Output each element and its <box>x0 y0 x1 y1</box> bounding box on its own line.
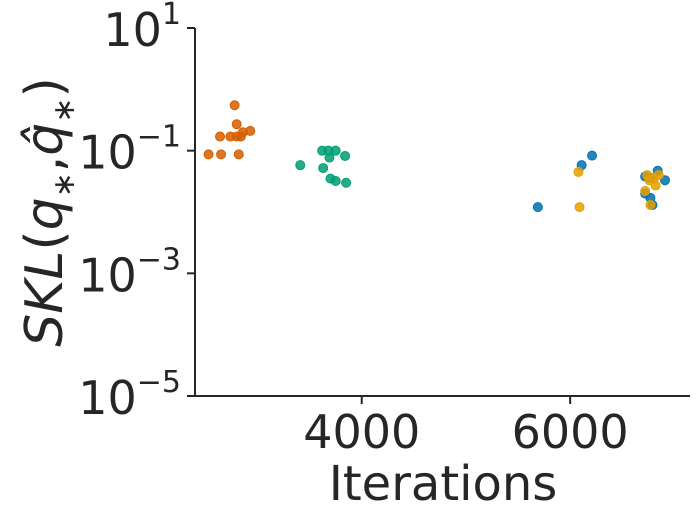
data-point <box>231 119 242 130</box>
y-axis-title-q: q <box>15 197 75 230</box>
series-1 <box>203 100 256 160</box>
y-axis-title-star: ∗ <box>47 98 82 123</box>
y-tick-label: 10−1 <box>78 120 181 180</box>
y-axis-title-star: ∗ <box>47 172 82 197</box>
y-axis-title-comma: , <box>15 156 75 173</box>
x-tick-label: 6000 <box>512 405 629 459</box>
data-point <box>650 180 661 191</box>
data-point <box>324 152 335 163</box>
x-axis-title: Iterations <box>329 456 558 512</box>
data-point <box>645 200 656 211</box>
data-point <box>573 166 584 177</box>
data-point <box>644 175 655 186</box>
data-point <box>318 163 329 174</box>
series-2 <box>295 145 352 188</box>
data-point <box>229 100 240 111</box>
y-axis-title-open: ( <box>15 230 75 250</box>
data-point <box>215 131 226 142</box>
data-point <box>587 150 598 161</box>
data-point <box>532 202 543 213</box>
series-4 <box>573 166 664 213</box>
data-point <box>341 177 352 188</box>
y-tick-label: 10−3 <box>78 242 181 302</box>
data-point <box>203 149 214 160</box>
data-point <box>330 145 341 156</box>
y-axis-title-qhat: q̂ <box>15 123 75 156</box>
y-tick-label: 10−5 <box>78 365 181 425</box>
data-point <box>330 176 341 187</box>
y-axis-title-close: ) <box>15 77 75 97</box>
x-axis-ticks: 4000 6000 <box>303 396 629 459</box>
y-axis-title: SKL(q∗,q̂∗) <box>15 77 82 347</box>
y-axis-title-base: SKL <box>15 251 75 347</box>
plot-area <box>203 100 670 213</box>
data-point <box>574 202 585 213</box>
data-point <box>233 149 244 160</box>
y-axis-ticks: 101 10−1 10−3 10−5 <box>78 0 195 425</box>
y-tick-label: 101 <box>103 0 181 57</box>
data-point <box>216 149 227 160</box>
data-point <box>245 125 256 136</box>
data-point <box>340 150 351 161</box>
data-point <box>235 131 246 142</box>
data-point <box>640 185 651 196</box>
x-tick-label: 4000 <box>303 405 420 459</box>
data-point <box>295 160 306 171</box>
